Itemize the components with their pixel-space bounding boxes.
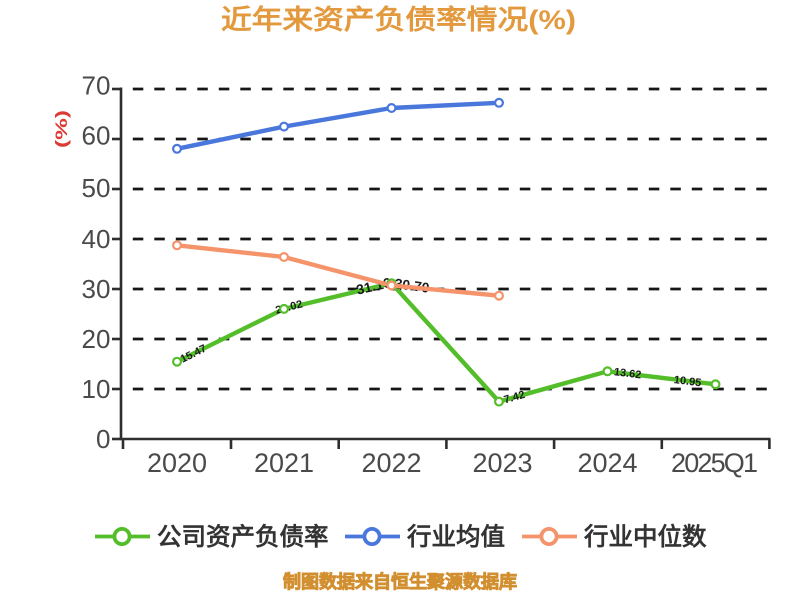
svg-text:20: 20	[82, 324, 111, 354]
svg-text:2024: 2024	[577, 448, 637, 478]
svg-text:(%): (%)	[52, 110, 71, 148]
svg-text:2020: 2020	[147, 448, 207, 478]
svg-text:30: 30	[82, 274, 111, 304]
svg-text:70: 70	[82, 71, 111, 101]
svg-text:2023: 2023	[472, 448, 532, 478]
svg-text:40: 40	[82, 224, 111, 254]
svg-text:行业均值: 行业均值	[406, 523, 505, 551]
svg-text:2022: 2022	[361, 448, 421, 478]
svg-text:2025Q1: 2025Q1	[671, 448, 758, 478]
svg-text:50: 50	[82, 173, 111, 203]
svg-text:7.42: 7.42	[503, 389, 527, 406]
svg-text:近年来资产负债率情况(%): 近年来资产负债率情况(%)	[221, 4, 576, 35]
svg-text:60: 60	[82, 121, 111, 151]
svg-text:13.62: 13.62	[613, 366, 642, 381]
svg-text:制图数据来自恒生聚源数据库: 制图数据来自恒生聚源数据库	[283, 571, 517, 592]
svg-text:10: 10	[82, 374, 111, 404]
svg-text:0: 0	[96, 424, 110, 454]
svg-text:10.95: 10.95	[673, 374, 702, 389]
svg-text:2021: 2021	[254, 448, 314, 478]
svg-text:行业中位数: 行业中位数	[583, 522, 707, 551]
svg-text:公司资产负债率: 公司资产负债率	[157, 522, 329, 551]
